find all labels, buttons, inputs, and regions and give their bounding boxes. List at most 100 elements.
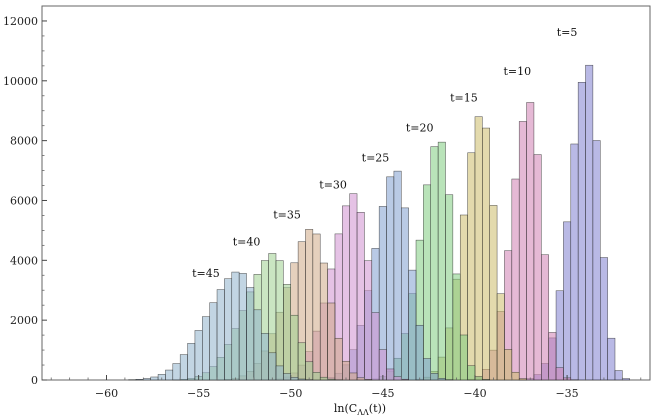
histogram-bar [194,330,203,381]
histogram-bar [482,127,490,381]
histogram-bar [356,212,365,381]
histogram-bar [496,293,505,381]
histogram-bar [356,377,365,381]
histogram-bar [401,207,409,381]
histogram-bar [364,379,373,381]
histogram-bar [253,309,262,381]
series-t-45 [128,271,314,381]
histogram-bar [349,372,358,381]
histogram-bar [342,360,350,381]
histogram-bar [526,102,535,381]
histogram-bar [511,371,520,381]
x-axis-label: ln(CΛΛ(t)) [334,402,386,417]
histogram-bar [423,358,432,381]
histogram-bar [585,64,594,381]
histogram-bar [238,273,247,381]
histogram-bar [150,376,159,381]
y-tick-label: 10000 [3,75,38,88]
histogram-bar [452,273,461,381]
histogram-bar [261,333,269,381]
histogram-bar [430,373,439,381]
histogram-bar [135,379,144,381]
histogram-bar [305,361,314,381]
histogram-bar [548,332,557,381]
histogram-bar [275,260,284,381]
series-t-5 [518,64,630,381]
histogram-bar [518,121,527,381]
histogram-bar [297,378,306,381]
histogram-bar [386,368,395,381]
histogram-bar [555,367,564,381]
histogram-bar [187,343,196,381]
histogram-bar [541,254,549,381]
histogram-bar [165,369,174,381]
histogram-bar [224,278,233,381]
series-annotations: t=5 t=10 t=15 t=20 t=25 t=30 t=35 t=40 t=45 [192,26,577,280]
histogram-bar [297,342,306,381]
histogram-bar [327,378,336,381]
histogram-bar [437,141,446,381]
x-tick-label: −50 [279,387,302,400]
histogram-bar [489,205,498,381]
histogram-bar [386,176,395,381]
histogram-bar [592,140,601,381]
x-axis-label-sub: ΛΛ [356,408,369,417]
histogram-bar [327,302,336,381]
histogram-bar [246,287,255,381]
series-label: t=35 [273,208,301,221]
histogram-bar [511,178,520,381]
histogram-bar [319,376,328,381]
histogram-bar [393,376,402,381]
histogram-bar [518,378,527,381]
histogram-bar [467,365,476,381]
histogram-bar [577,82,586,381]
histogram-bar [179,354,188,381]
y-tick-label: 6000 [10,194,38,207]
histogram-bar [423,184,432,381]
series-label: t=15 [450,92,478,105]
histogram-bar [172,363,181,381]
histogram-bar [231,271,240,381]
histogram-bar [555,290,564,381]
histogram-bar [393,170,402,381]
histogram-bar [607,337,616,381]
y-tick-label: 0 [31,374,38,387]
histogram-bar [474,376,483,381]
histogram-bar [371,312,380,381]
histogram-bar [319,262,328,381]
histogram-bar [312,372,321,381]
y-tick-label: 8000 [10,135,38,148]
histogram-bar [474,116,483,381]
histogram-bar [482,379,490,381]
histogram-bar [504,349,513,381]
histogram-bar [401,378,409,381]
series-label: t=45 [192,267,220,280]
histogram-bar [437,378,446,381]
histogram-bar [216,289,225,381]
series-label: t=20 [406,122,434,135]
histogram-bar [459,334,468,381]
histogram-bar [290,377,299,381]
y-tick-label: 4000 [10,254,38,267]
series-label: t=25 [362,152,390,165]
x-axis-label-main: ln(C [334,402,357,415]
histogram-bar [622,378,630,381]
histogram-bar [209,302,218,381]
histogram-bar [563,221,572,381]
y-tick-label: 2000 [10,314,38,327]
series-label: t=10 [504,65,532,78]
histogram-bar [268,352,277,381]
histogram-bar [364,260,373,381]
histogram-bar [600,257,608,381]
series-label: t=5 [557,26,578,39]
histogram-bar [342,205,350,381]
histogram-bar [430,146,439,381]
x-tick-label: −35 [555,387,578,400]
histogram-bar [445,194,454,381]
series-label: t=30 [319,179,347,192]
histogram-bar [290,314,299,381]
histogram-bar [533,154,542,381]
histogram-bar [408,269,417,381]
